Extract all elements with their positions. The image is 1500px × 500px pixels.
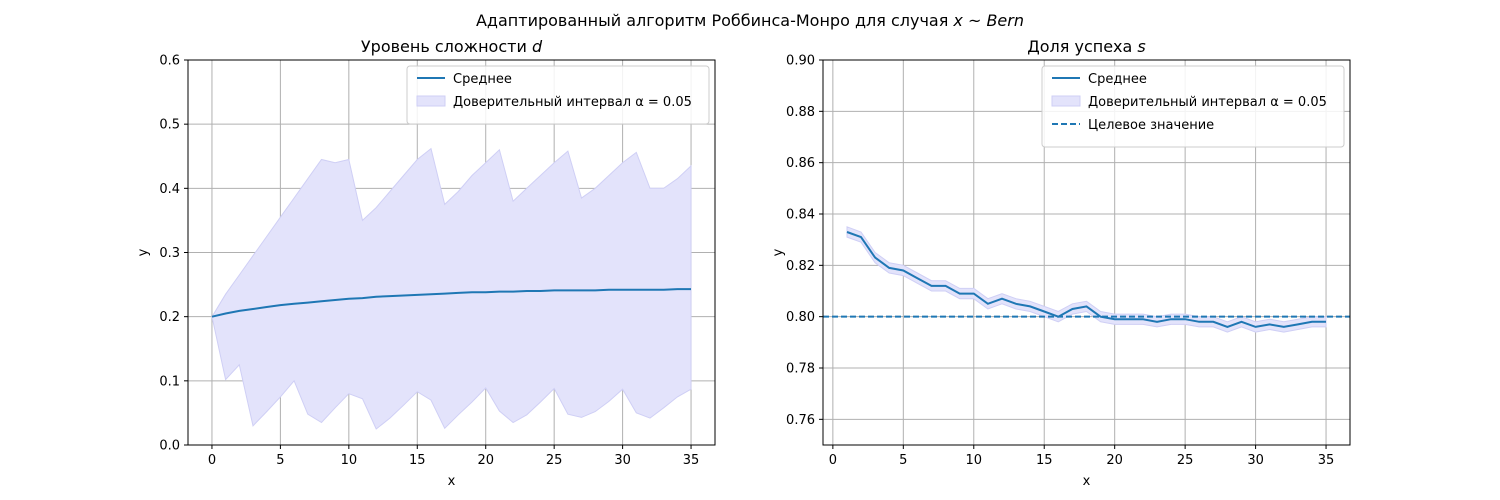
figure-suptitle: Адаптированный алгоритм Роббинса-Монро д… [476, 11, 1024, 30]
legend: Среднее Доверительный интервал α = 0.05 [406, 65, 710, 125]
mean-line [211, 288, 691, 318]
x-tick-label: 0 [208, 453, 216, 468]
y-tick-label: 0.80 [786, 310, 815, 325]
legend: Среднее Доверительный интервал α = 0.05 Це… [1041, 65, 1345, 148]
panel-title-math: d [532, 37, 543, 56]
legend-label-text: Среднее [453, 72, 512, 87]
legend-label-text: Доверительный интервал [453, 95, 635, 110]
x-tick-label: 5 [276, 453, 284, 468]
x-tick-label: 10 [965, 453, 982, 468]
confidence-band [211, 147, 692, 430]
y-tick-label: 0.90 [786, 54, 815, 69]
y-tick-label: 0.76 [786, 413, 815, 428]
x-tick-label: 25 [1177, 453, 1194, 468]
legend-label: Целевое значение [1088, 118, 1214, 133]
chart-panel-success-rate: 0 5 10 15 20 25 30 35 0.76 0.78 0.80 0.82 0.84 0.86 0.… [771, 37, 1351, 489]
legend-label-text: Среднее [1088, 72, 1147, 87]
panel-title-text: Уровень сложности [361, 37, 532, 56]
x-tick-label: 25 [546, 453, 563, 468]
axes-frame [822, 59, 1351, 446]
legend-swatch-band [416, 95, 446, 107]
legend-swatch-band [1051, 95, 1081, 107]
legend-label: Доверительный интервал α = 0.05 [1088, 95, 1327, 110]
y-tick-label: 0.88 [786, 105, 815, 120]
legend-label: Среднее [1088, 72, 1147, 87]
x-tick-label: 0 [829, 453, 837, 468]
y-tick-label: 0.6 [159, 54, 180, 69]
y-axis-label: y [136, 248, 151, 256]
x-tick-label: 15 [1036, 453, 1053, 468]
x-tick-label: 35 [1318, 453, 1335, 468]
legend-box [406, 65, 710, 125]
panel-title: Доля успеха s [1027, 37, 1146, 56]
y-tick-label: 0.2 [159, 310, 180, 325]
legend-label-math: α = 0.05 [635, 95, 692, 110]
y-tick-label: 0.3 [159, 246, 180, 261]
chart-panel-difficulty: 0 5 10 15 20 25 30 35 0.0 0.1 0.2 0.3 0.4 0.5 0.6 x y Уро… [136, 37, 716, 489]
x-tick-label: 20 [477, 453, 494, 468]
x-axis-label: x [1083, 474, 1091, 489]
panel-title-text: Доля успеха [1027, 37, 1137, 56]
confidence-band [846, 226, 1327, 333]
x-axis-label: x [448, 474, 456, 489]
y-tick-label: 0.4 [159, 182, 180, 197]
y-tick-label: 0.5 [159, 118, 180, 133]
legend-label-math: α = 0.05 [1270, 95, 1327, 110]
y-axis-label: y [771, 248, 786, 256]
y-tick-label: 0.78 [786, 362, 815, 377]
y-tick-label: 0.82 [786, 259, 815, 274]
y-tick-label: 0.0 [159, 439, 180, 454]
suptitle-math: x ~ Bern [952, 11, 1024, 30]
legend-label-text: Целевое значение [1088, 118, 1214, 133]
legend-box [1041, 65, 1345, 148]
legend-label: Среднее [453, 72, 512, 87]
x-tick-label: 5 [899, 453, 907, 468]
y-tick-label: 0.86 [786, 156, 815, 171]
panel-title: Уровень сложности d [361, 37, 543, 56]
mean-line [846, 231, 1326, 328]
suptitle-text: Адаптированный алгоритм Роббинса-Монро д… [476, 11, 953, 30]
x-tick-label: 30 [614, 453, 631, 468]
panel-title-math: s [1137, 37, 1145, 56]
x-tick-label: 10 [341, 453, 358, 468]
legend-label-text: Доверительный интервал [1088, 95, 1270, 110]
y-tick-label: 0.84 [786, 208, 815, 223]
x-tick-label: 30 [1247, 453, 1264, 468]
x-tick-label: 20 [1106, 453, 1123, 468]
x-tick-label: 15 [409, 453, 426, 468]
y-tick-label: 0.1 [159, 374, 180, 389]
legend-label: Доверительный интервал α = 0.05 [453, 95, 692, 110]
x-tick-label: 35 [683, 453, 700, 468]
